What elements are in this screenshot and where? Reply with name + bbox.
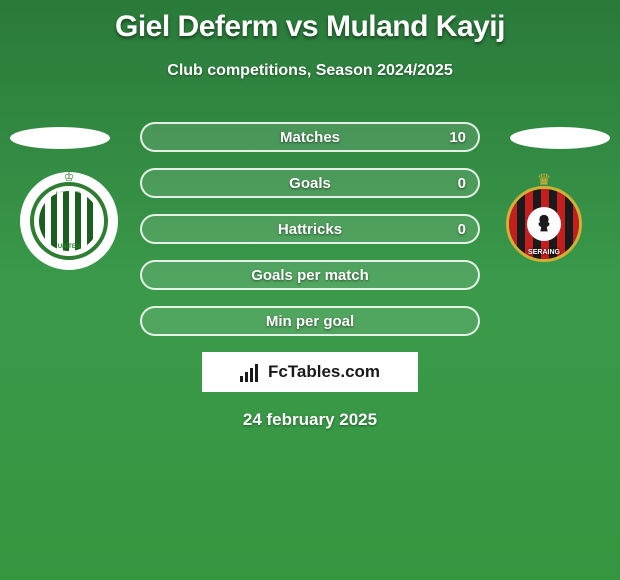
stat-label: Goals [289,175,331,192]
stat-value-right: 0 [458,175,466,192]
stat-value-right: 10 [449,129,466,146]
page-title: Giel Deferm vs Muland Kayij [0,0,620,44]
stat-row-goals: Goals 0 [140,168,480,198]
subtitle: Club competitions, Season 2024/2025 [0,62,620,80]
chart-icon [240,362,264,382]
left-player-ellipse [10,127,110,149]
team-crest-left: ♔ LOMMEL UNITED [20,172,118,270]
crest-left-text-bottom: UNITED [58,244,80,250]
date-label: 24 february 2025 [0,410,620,430]
stat-row-matches: Matches 10 [140,122,480,152]
lion-icon [527,207,561,241]
stat-label: Min per goal [266,313,354,330]
stat-row-min-per-goal: Min per goal [140,306,480,336]
crest-left-stripes [39,191,99,251]
stat-label: Matches [280,129,340,146]
branding-text: FcTables.com [268,362,380,382]
branding-box: FcTables.com [202,352,418,392]
stat-label: Goals per match [251,267,369,284]
team-crest-right: ♛ SERAING [502,172,600,270]
stat-row-hattricks: Hattricks 0 [140,214,480,244]
stat-label: Hattricks [278,221,342,238]
stat-value-right: 0 [458,221,466,238]
right-player-ellipse [510,127,610,149]
stat-row-goals-per-match: Goals per match [140,260,480,290]
crest-right-text: SERAING [528,249,560,256]
